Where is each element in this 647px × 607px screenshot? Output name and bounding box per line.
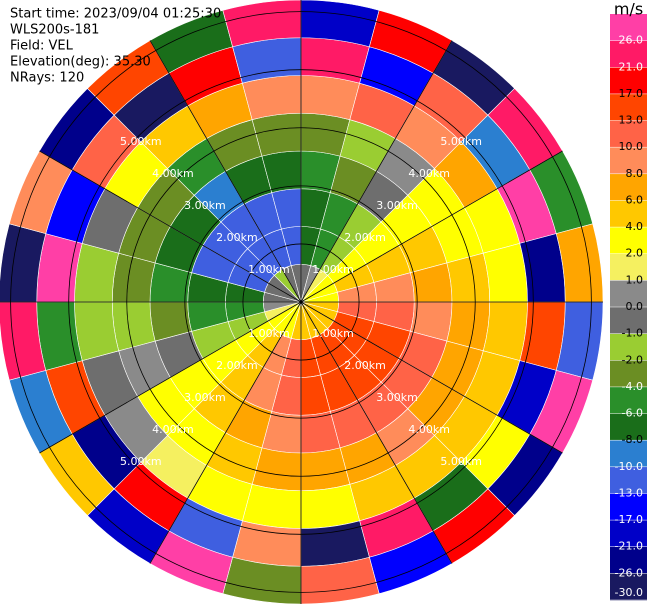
ring-label: 2.00km: [216, 359, 258, 372]
ring-label: 2.00km: [344, 231, 386, 244]
colorbar-label: -2.0: [622, 353, 643, 366]
range-ring: [10, 11, 592, 593]
colorbar-swatch: [610, 386, 647, 415]
radial-line: [39, 301, 302, 454]
colorbar-label: -17.0: [615, 513, 643, 526]
velocity-gate: [222, 0, 302, 48]
colorbar-swatch: [610, 307, 647, 335]
colorbar-swatch: [610, 40, 647, 68]
ring-label: 1.00km: [248, 327, 290, 340]
ring-label: 3.00km: [376, 199, 418, 212]
colorbar-label: 8.0: [626, 167, 644, 180]
colorbar-label: 26.0: [619, 34, 644, 47]
colorbar-title: m/s: [614, 0, 643, 19]
colorbar-swatch: [610, 67, 647, 95]
colorbar-swatch: [610, 360, 647, 388]
colorbar-label: 1.0: [626, 273, 644, 286]
annotation: Start time: 2023/09/04 01:25:30: [10, 7, 221, 22]
colorbar-label: 0.0: [626, 300, 644, 313]
colorbar-label: -21.0: [615, 540, 643, 553]
annotation: WLS200s-181: [10, 23, 99, 38]
ring-label: 1.00km: [312, 327, 354, 340]
colorbar-label: -30.0: [615, 586, 643, 599]
colorbar-swatch: [610, 200, 647, 228]
ring-label: 5.00km: [440, 455, 482, 468]
annotation: NRays: 120: [10, 71, 84, 86]
colorbar-swatch: [610, 333, 647, 361]
colorbar-swatch: [610, 280, 647, 308]
ring-label: 4.00km: [408, 167, 450, 180]
velocity-gate: [242, 483, 302, 529]
radial-line: [300, 301, 453, 564]
colorbar-label: 6.0: [626, 193, 644, 206]
colorbar-swatch: [610, 493, 647, 521]
colorbar-label: -26.0: [615, 566, 643, 579]
ring-label: 1.00km: [312, 263, 354, 276]
annotation: Field: VEL: [10, 39, 74, 54]
ring-label: 3.00km: [184, 199, 226, 212]
ring-label: 4.00km: [152, 167, 194, 180]
ring-label: 4.00km: [408, 423, 450, 436]
ring-label: 2.00km: [344, 359, 386, 372]
colorbar-swatch: [610, 120, 647, 148]
colorbar-label: 17.0: [619, 87, 644, 100]
range-ring: [242, 243, 360, 361]
colorbar-label: 4.0: [626, 220, 644, 233]
range-rings: [0, 0, 603, 604]
colorbar-label: -1.0: [622, 327, 643, 340]
colorbar-swatch: [610, 413, 647, 441]
ring-label: 5.00km: [120, 455, 162, 468]
colorbar-swatch: [610, 520, 647, 548]
colorbar-label: 10.0: [619, 140, 644, 153]
colorbar-swatch: [610, 147, 647, 175]
colorbar-label: 2.0: [626, 247, 644, 260]
annotations: Start time: 2023/09/04 01:25:30WLS200s-1…: [10, 7, 221, 86]
ring-label: 2.00km: [216, 231, 258, 244]
range-ring: [126, 127, 476, 477]
radial-line: [149, 40, 302, 303]
velocity-gate: [242, 75, 302, 121]
colorbar-swatch: [610, 440, 647, 468]
velocity-gate: [74, 243, 120, 303]
colorbar-swatch: [610, 573, 647, 601]
colorbar: 26.0 21.0 17.0 13.0 10.0 8.0 6.0 4.0 2.0 1.0 0.0 -1…: [610, 0, 647, 601]
radial-line: [149, 301, 302, 564]
radial-line: [300, 301, 563, 454]
ring-label: 5.00km: [440, 135, 482, 148]
velocity-gate: [300, 483, 360, 529]
ring-label: 3.00km: [184, 391, 226, 404]
colorbar-swatch: [610, 546, 647, 574]
colorbar-label: -10.0: [615, 460, 643, 473]
radial-line: [300, 150, 563, 303]
colorbar-swatch: [610, 14, 647, 42]
colorbar-label: -13.0: [615, 486, 643, 499]
radial-line: [39, 150, 302, 303]
velocity-gate: [300, 75, 360, 121]
colorbar-swatch: [610, 466, 647, 494]
colorbar-label: 13.0: [619, 114, 644, 127]
velocity-gate: [482, 301, 528, 361]
radial-line: [300, 40, 453, 303]
ring-label: 4.00km: [152, 423, 194, 436]
annotation: Elevation(deg): 35.30: [10, 55, 151, 70]
ring-label: 1.00km: [248, 263, 290, 276]
colorbar-swatch: [610, 93, 647, 122]
colorbar-swatch: [610, 253, 647, 281]
colorbar-swatch: [610, 227, 647, 255]
colorbar-label: -6.0: [622, 407, 643, 420]
ring-label: 5.00km: [120, 135, 162, 148]
ring-labels: 1.00km 1.00km 1.00km 1.00km 2.00km 2.00km 2.00…: [120, 135, 482, 468]
colorbar-label: -8.0: [622, 433, 643, 446]
ring-label: 3.00km: [376, 391, 418, 404]
colorbar-label: -4.0: [622, 380, 643, 393]
velocity-gate: [74, 301, 120, 361]
range-ring: [184, 185, 418, 419]
colorbar-swatch: [610, 173, 647, 201]
range-ring: [68, 69, 534, 535]
velocity-gate: [482, 243, 528, 303]
colorbar-label: 21.0: [619, 60, 644, 73]
